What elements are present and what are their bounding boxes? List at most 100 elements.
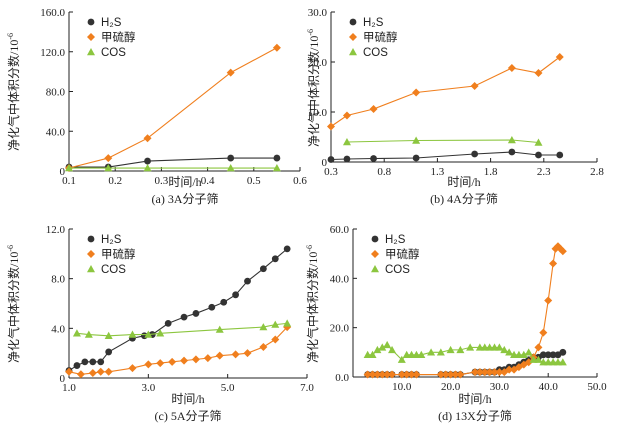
panel-caption: (b) 4A分子筛 bbox=[430, 191, 498, 206]
data-point bbox=[259, 265, 267, 273]
data-point bbox=[215, 351, 224, 360]
data-point bbox=[534, 138, 543, 146]
data-point bbox=[271, 320, 280, 328]
data-point bbox=[508, 148, 516, 156]
y-axis-label-exponent: -6 bbox=[305, 245, 314, 252]
data-point bbox=[388, 370, 397, 379]
y-tick-label: 12.0 bbox=[46, 224, 66, 236]
data-point bbox=[143, 164, 152, 172]
data-point bbox=[215, 325, 224, 333]
legend-marker bbox=[87, 48, 95, 56]
data-point bbox=[507, 64, 516, 72]
data-point bbox=[342, 138, 351, 146]
data-point bbox=[490, 368, 499, 377]
x-tick-label: 0.3 bbox=[324, 166, 338, 178]
legend-label: COS bbox=[385, 264, 410, 276]
data-point bbox=[446, 370, 455, 379]
data-point bbox=[144, 330, 153, 338]
data-point bbox=[505, 365, 514, 374]
data-point bbox=[105, 348, 113, 356]
y-axis-label: 净化气中体积分数/10-6 bbox=[305, 245, 320, 363]
data-point bbox=[76, 370, 85, 379]
data-point bbox=[485, 368, 494, 377]
data-point bbox=[480, 368, 489, 377]
legend-marker bbox=[349, 48, 357, 56]
legend-marker bbox=[371, 265, 379, 273]
data-point bbox=[471, 368, 479, 377]
data-point bbox=[164, 319, 172, 327]
data-point bbox=[373, 370, 382, 379]
data-point bbox=[417, 350, 426, 358]
y-tick-label: 80.0 bbox=[46, 87, 66, 99]
data-point bbox=[436, 370, 445, 379]
y-tick-label: 10.0 bbox=[308, 107, 328, 119]
data-point bbox=[495, 343, 504, 351]
series-line-1 bbox=[68, 326, 288, 375]
data-point bbox=[343, 155, 351, 163]
data-point bbox=[427, 348, 436, 356]
data-point bbox=[65, 164, 73, 172]
data-point bbox=[272, 43, 281, 52]
data-point bbox=[180, 313, 188, 321]
data-point bbox=[168, 357, 177, 366]
data-point bbox=[407, 370, 416, 379]
data-point bbox=[65, 367, 73, 376]
data-point bbox=[283, 245, 291, 253]
x-tick-label: 0.6 bbox=[293, 175, 307, 187]
x-tick-label: 2.3 bbox=[537, 166, 551, 178]
x-tick-label: 7.0 bbox=[300, 382, 314, 394]
legend-label: 甲硫醇 bbox=[101, 247, 136, 261]
data-point bbox=[549, 259, 558, 268]
data-point bbox=[283, 319, 292, 327]
panel-caption: (c) 5A分子筛 bbox=[155, 408, 222, 423]
y-axis-label: 净化气中体积分数/10-6 bbox=[6, 245, 21, 363]
data-point bbox=[397, 355, 406, 363]
x-tick-label: 0.2 bbox=[108, 175, 122, 187]
x-tick-label: 5.0 bbox=[221, 382, 235, 394]
data-point bbox=[191, 355, 200, 364]
data-point bbox=[441, 370, 450, 379]
data-point bbox=[507, 136, 516, 144]
legend-marker bbox=[87, 235, 95, 243]
y-tick-label: 0 bbox=[322, 157, 328, 169]
x-tick-label: 40.0 bbox=[539, 381, 559, 393]
x-tick-label: 1.0 bbox=[62, 382, 76, 394]
series-line-1 bbox=[330, 56, 561, 127]
x-tick-label: 0.1 bbox=[62, 175, 76, 187]
data-point bbox=[466, 343, 475, 351]
data-point bbox=[327, 122, 335, 131]
data-point bbox=[143, 134, 152, 143]
x-axis-label: 时间/h bbox=[447, 175, 480, 189]
x-tick-label: 1.3 bbox=[431, 166, 445, 178]
data-point bbox=[271, 335, 280, 344]
panel-caption: (d) 13X分子筛 bbox=[438, 408, 512, 423]
data-point bbox=[412, 88, 421, 97]
y-tick-label: 60.0 bbox=[330, 224, 350, 236]
data-point bbox=[89, 358, 97, 366]
data-point bbox=[97, 358, 105, 366]
y-tick-label: 20.0 bbox=[308, 57, 328, 69]
data-point bbox=[369, 105, 378, 113]
data-point bbox=[402, 370, 411, 379]
data-point bbox=[271, 255, 279, 263]
series-line-0 bbox=[330, 151, 560, 161]
data-point bbox=[495, 368, 504, 377]
legend-label: COS bbox=[101, 264, 126, 276]
data-point bbox=[412, 136, 421, 144]
data-point bbox=[231, 350, 240, 359]
data-point bbox=[524, 358, 533, 367]
data-point bbox=[104, 164, 113, 172]
data-point bbox=[226, 164, 235, 172]
x-tick-label: 1.8 bbox=[484, 166, 498, 178]
data-point bbox=[558, 247, 567, 256]
data-point bbox=[272, 164, 281, 172]
y-axis-label-exponent: -6 bbox=[6, 33, 15, 40]
data-point bbox=[104, 367, 113, 376]
y-axis-label: 净化气中体积分数/10-6 bbox=[6, 33, 21, 151]
data-point bbox=[156, 359, 165, 368]
data-point bbox=[534, 343, 543, 352]
data-point bbox=[104, 331, 113, 339]
data-point bbox=[273, 154, 281, 162]
legend-marker bbox=[371, 235, 379, 243]
